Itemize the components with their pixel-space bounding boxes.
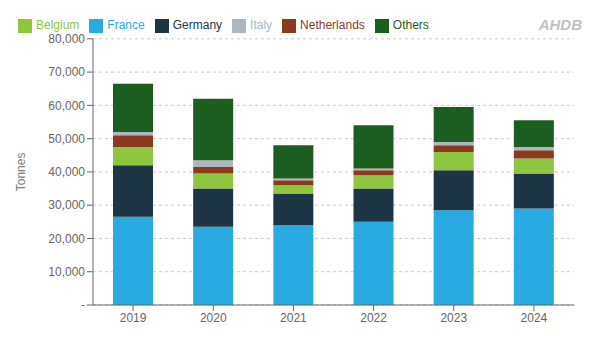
svg-text:2021: 2021 [280,311,307,325]
html-text:AHDB: AHDB [538,16,582,33]
svg-text:2020: 2020 [200,311,227,325]
svg-text:60,000: 60,000 [48,99,85,113]
html-text:Others: Others [392,18,429,32]
svg-text:2019: 2019 [120,311,147,325]
svg-text:40,000: 40,000 [48,165,85,179]
html-text:Italy: Italy [250,18,273,32]
svg-text:10,000: 10,000 [48,265,85,279]
svg-text:50,000: 50,000 [48,132,85,146]
svg-text:20,000: 20,000 [48,232,85,246]
svg-text:Tonnes: Tonnes [14,153,28,192]
html-text:France: France [107,18,145,32]
svg-text:-: - [81,298,85,312]
html-text:Germany: Germany [172,18,223,32]
html-text:Netherlands: Netherlands [300,18,365,32]
svg-text:2022: 2022 [360,311,387,325]
svg-text:30,000: 30,000 [48,198,85,212]
html-text:Belgium: Belgium [36,18,80,32]
svg-text:2024: 2024 [521,311,548,325]
svg-text:70,000: 70,000 [48,65,85,79]
svg-text:2023: 2023 [440,311,467,325]
svg-text:80,000: 80,000 [48,32,85,46]
